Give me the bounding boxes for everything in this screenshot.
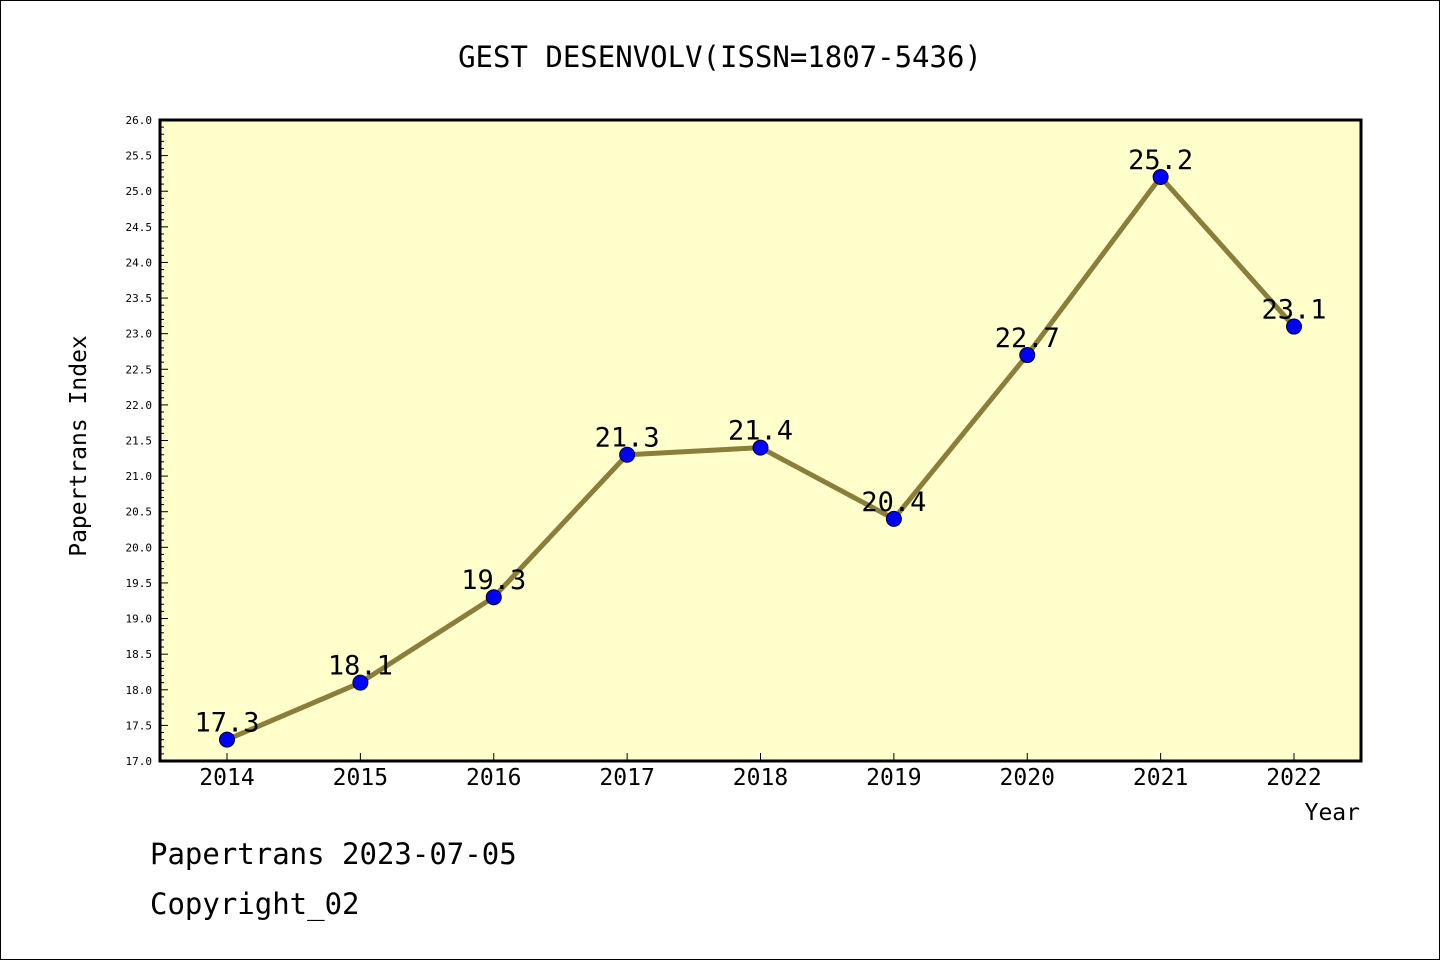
data-label: 21.4 [728, 416, 793, 447]
y-tick-label: 22.5 [126, 363, 153, 376]
x-tick-label: 2017 [599, 765, 654, 791]
x-tick-label: 2020 [1000, 765, 1055, 791]
data-point [752, 439, 769, 456]
footer-date: Papertrans 2023-07-05 [150, 837, 517, 871]
y-tick-label: 17.5 [126, 719, 153, 732]
y-tick-label: 17.0 [126, 755, 153, 768]
y-tick-label: 21.5 [126, 435, 153, 448]
data-point [619, 446, 636, 463]
y-axis-label: Papertrans Index [66, 335, 92, 557]
y-tick-label: 20.5 [126, 506, 153, 519]
data-label: 19.3 [461, 565, 526, 596]
y-tick-label: 19.5 [126, 577, 153, 590]
data-point [1019, 347, 1036, 364]
data-label: 20.4 [861, 487, 926, 518]
y-tick-label: 21.0 [126, 470, 153, 483]
data-label: 17.3 [194, 708, 259, 739]
footer-copyright: Copyright_02 [150, 887, 360, 922]
y-tick-label: 20.0 [126, 541, 153, 554]
y-tick-label: 26.0 [126, 114, 153, 127]
data-label: 21.3 [595, 423, 660, 454]
x-tick-label: 2018 [733, 765, 788, 791]
x-axis-label: Year [1305, 800, 1360, 826]
y-tick-label: 18.0 [126, 684, 153, 697]
data-label: 22.7 [995, 323, 1060, 354]
chart-title: GEST DESENVOLV(ISSN=1807-5436) [458, 40, 982, 74]
data-point [1152, 168, 1169, 185]
y-tick-label: 18.5 [126, 648, 153, 661]
y-tick-label: 24.0 [126, 256, 153, 269]
data-point [352, 674, 369, 691]
y-tick-label: 25.5 [126, 150, 153, 163]
y-axis-ticks: 17.0 17.5 18.0 18.5 19.0 19.5 20.0 20.5 21.0 21.5… [126, 114, 168, 768]
data-point [1286, 318, 1302, 335]
data-labels: 17.3 18.1 19.3 21.3 21.4 20.4 22.7 25.2 23.1 [194, 145, 1326, 739]
x-tick-label: 2016 [466, 765, 521, 791]
x-tick-label: 2021 [1133, 765, 1188, 791]
y-tick-label: 23.5 [126, 292, 153, 305]
data-point [485, 589, 502, 606]
x-tick-label: 2022 [1266, 765, 1321, 791]
y-tick-label: 23.0 [126, 328, 153, 341]
data-label: 23.1 [1261, 295, 1326, 326]
y-tick-label: 22.0 [126, 399, 153, 412]
y-tick-label: 25.0 [126, 185, 153, 198]
y-tick-label: 19.0 [126, 613, 153, 626]
plot-border [158, 118, 1363, 763]
y-tick-label: 24.5 [126, 221, 153, 234]
data-point [219, 731, 235, 748]
x-tick-label: 2015 [333, 765, 388, 791]
x-tick-label: 2014 [199, 765, 254, 791]
data-label: 25.2 [1128, 145, 1193, 176]
x-axis-ticks: 2014 2015 2016 2017 2018 2019 2020 2021 2022 [199, 753, 1322, 791]
data-point [885, 510, 902, 527]
x-tick-label: 2019 [866, 765, 921, 791]
data-markers [219, 168, 1302, 748]
data-label: 18.1 [328, 651, 393, 682]
